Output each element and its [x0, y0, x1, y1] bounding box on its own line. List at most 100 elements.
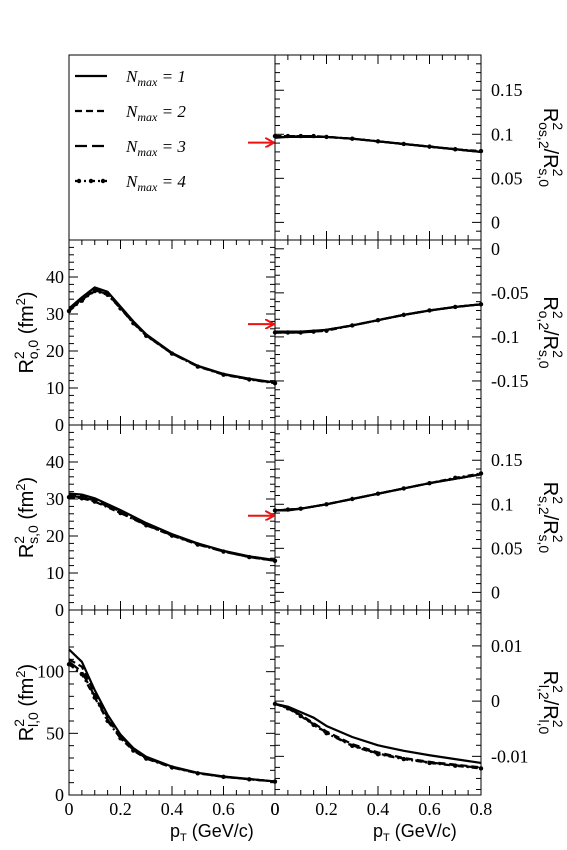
series-point-o2	[427, 308, 432, 313]
legend-marker	[88, 178, 94, 184]
y-tick-label-s2: 0.15	[491, 450, 523, 470]
panel-frame-os2	[274, 54, 482, 241]
series-point-o0	[105, 292, 110, 297]
series-point-o2	[453, 304, 458, 310]
y-tick-label-os2: 0.1	[491, 124, 514, 144]
y-tick-label-s2: 0	[491, 582, 500, 602]
series-point-l2	[401, 756, 406, 762]
series-point-os2	[298, 133, 303, 139]
legend-marker	[100, 178, 106, 184]
series-point-o0	[144, 333, 149, 339]
series-point-l2	[478, 766, 484, 771]
x-tick-label-l2: 0.8	[470, 799, 493, 819]
series-point-s0	[195, 542, 200, 547]
y-tick-label-o0: 40	[46, 267, 64, 287]
y-tick-label-l0: 100	[37, 662, 64, 682]
legend-label-3: Nmax = 3	[125, 137, 186, 159]
panel-os2: 0 0.05 0.1 0.15 R2os,2/R2s,0	[248, 54, 566, 241]
legend-label-4: Nmax = 4	[125, 172, 186, 194]
series-point-o2	[285, 330, 291, 335]
series-point-o2	[375, 317, 381, 323]
series-point-s0	[92, 499, 97, 504]
series-point-s2	[453, 475, 458, 481]
series-point-os2	[453, 147, 458, 152]
series-point-l0	[131, 748, 136, 753]
series-point-l2	[324, 730, 329, 736]
y-tick-label-s0: 10	[46, 563, 64, 583]
y-tick-label-o2: -0.15	[491, 371, 529, 391]
panel-frame-s2	[274, 424, 482, 611]
y-tick-label-s0: 0	[55, 600, 64, 620]
series-line-s2-4	[274, 472, 482, 512]
x-tick-label-l2: 0	[271, 799, 280, 819]
series-line-o0-4	[68, 289, 276, 385]
y-axis-label-os2: R2os,2/R2s,0	[536, 108, 566, 187]
series-point-o2	[324, 328, 329, 333]
series-point-os2	[401, 141, 406, 147]
y-tick-label-l0: 0	[55, 785, 64, 805]
series-point-s0	[118, 510, 123, 516]
series-point-l2	[427, 760, 432, 766]
legend-marker	[76, 178, 82, 184]
series-point-os2	[375, 139, 381, 144]
series-point-o0	[131, 321, 136, 326]
series-point-o0	[195, 364, 200, 369]
series-point-os2	[350, 136, 355, 141]
series-point-s2	[272, 508, 278, 513]
series-point-o0	[169, 351, 175, 356]
y-tick-label-s2: 0.05	[491, 538, 523, 558]
y-tick-label-os2: 0.15	[491, 80, 523, 100]
series-point-os2	[427, 144, 432, 149]
series-line-o0-1	[68, 286, 276, 384]
series-point-o2	[272, 330, 278, 335]
series-point-os2	[311, 133, 316, 139]
series-point-l2	[298, 713, 303, 719]
y-tick-label-l0: 50	[46, 723, 64, 743]
series-line-os2-3	[275, 134, 482, 153]
series-point-l0	[118, 736, 123, 741]
series-point-os2	[285, 133, 291, 139]
y-tick-label-o0: 30	[46, 304, 64, 324]
series-point-s0	[144, 523, 149, 528]
series-point-l0	[247, 777, 252, 782]
series-line-l0-4	[68, 663, 276, 783]
series-point-o0	[118, 306, 123, 311]
series-point-s0	[247, 554, 252, 560]
y-tick-label-s0: 30	[46, 489, 64, 509]
y-axis-label-o0: R2o,0 (fm2)	[11, 291, 41, 373]
panel-frame-s0	[68, 424, 276, 611]
series-point-l2	[375, 751, 381, 757]
y-tick-label-s2: 0.1	[491, 494, 514, 514]
y-axis-label-l0: R2l,0 (fm2)	[11, 664, 41, 741]
series-point-os2	[478, 148, 484, 154]
panel-frame-o0	[68, 239, 276, 426]
y-tick-label-s0: 20	[46, 526, 64, 546]
x-tick-label-l0: 0	[65, 799, 74, 819]
y-tick-label-o2: 0	[491, 239, 500, 259]
series-point-s2	[324, 502, 329, 507]
y-tick-label-l2: 0.01	[491, 636, 523, 656]
series-point-o0	[92, 288, 97, 294]
series-line-l2-1	[274, 702, 482, 765]
series-point-o0	[66, 308, 72, 314]
series-point-l0	[144, 756, 149, 761]
series-point-s0	[221, 549, 226, 554]
y-tick-label-o0: 10	[46, 378, 64, 398]
series-point-l0	[195, 771, 200, 776]
panel-o2: -0.15 -0.1 -0.05 0 R2o,2/R2s,0	[248, 239, 566, 426]
series-point-s2	[427, 480, 432, 486]
x-tick-label-l0: 0.6	[212, 799, 235, 819]
series-line-s0-4	[68, 496, 276, 562]
series-line-l0-3	[68, 660, 276, 783]
y-tick-label-l2: -0.01	[491, 746, 529, 766]
series-line-l0-1	[68, 648, 276, 783]
series-point-o2	[350, 323, 355, 328]
series-point-l0	[66, 662, 72, 667]
series-point-l2	[285, 706, 291, 711]
series-point-o2	[478, 302, 484, 307]
x-tick-label-l0: 0	[271, 799, 280, 819]
